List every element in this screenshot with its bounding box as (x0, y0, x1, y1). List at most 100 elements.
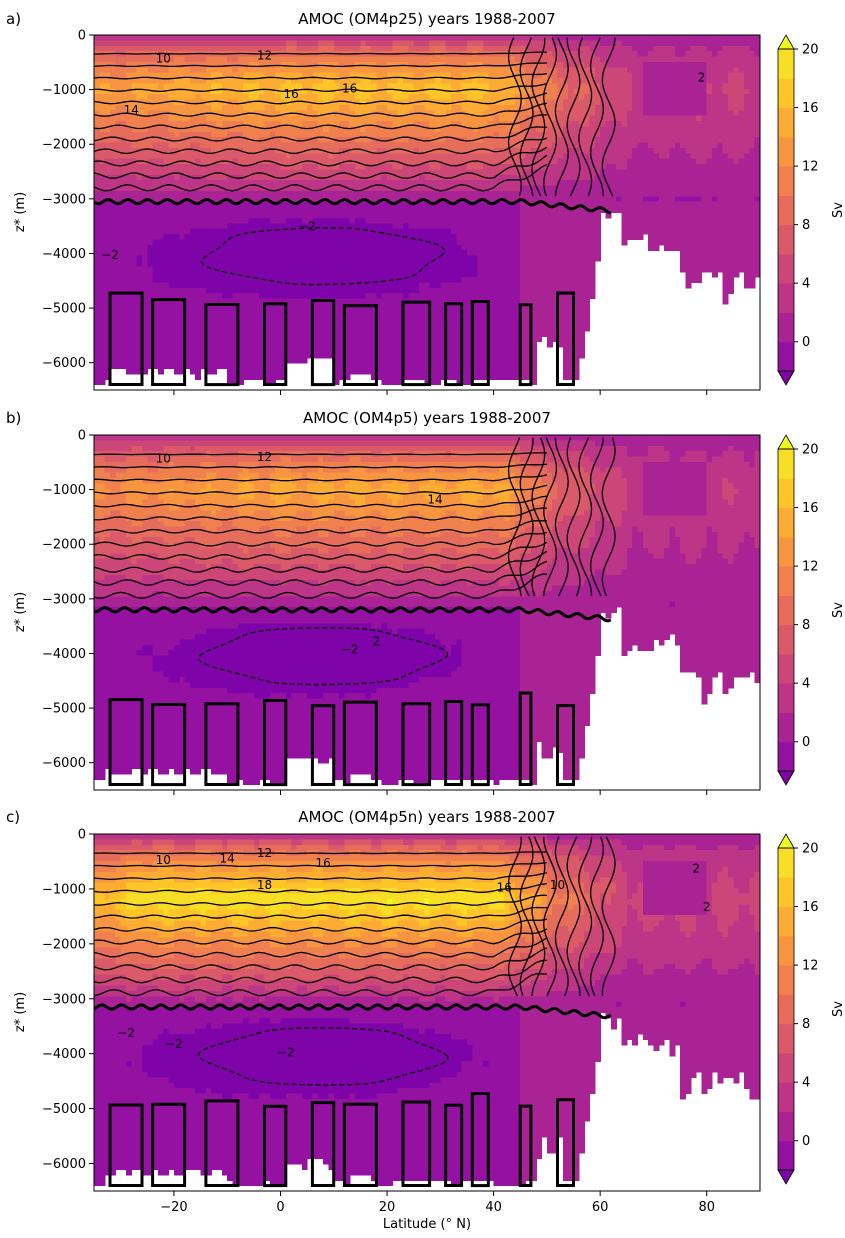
field-cell (221, 314, 228, 321)
field-cell (285, 56, 292, 63)
field-cell (280, 67, 287, 74)
field-cell (296, 336, 303, 343)
field-cell (173, 293, 180, 300)
field-cell (333, 287, 340, 294)
field-cell (456, 217, 463, 224)
field-cell (104, 88, 111, 95)
field-cell (360, 363, 367, 370)
field-cell (269, 368, 276, 375)
field-cell (147, 35, 154, 41)
field-cell (493, 336, 500, 343)
field-cell (136, 223, 143, 230)
field-cell (195, 244, 202, 251)
field-cell (147, 137, 154, 144)
field-cell (211, 325, 218, 332)
field-cell (147, 131, 154, 138)
field-cell (168, 239, 175, 246)
field-cell (344, 131, 351, 138)
field-cell (477, 244, 484, 251)
field-cell (349, 287, 356, 294)
field-cell (333, 309, 340, 316)
field-cell (450, 298, 457, 305)
field-cell (355, 83, 361, 90)
field-cell (163, 357, 170, 364)
field-cell (184, 244, 191, 251)
field-cell (200, 357, 207, 364)
field-cell (472, 325, 479, 332)
field-cell (248, 35, 255, 41)
field-cell (317, 153, 324, 160)
field-cell (280, 325, 287, 332)
field-cell (221, 223, 228, 230)
field-cell (99, 164, 106, 171)
field-cell (371, 88, 377, 95)
field-cell (296, 234, 303, 240)
field-cell (259, 142, 266, 149)
field-cell (419, 239, 425, 246)
field-cell (211, 287, 218, 294)
field-cell (221, 282, 228, 289)
field-cell (179, 180, 186, 187)
field-cell (429, 40, 436, 47)
field-cell (99, 271, 106, 278)
field-cell (413, 330, 420, 337)
field-cell (445, 244, 452, 251)
field-cell (125, 115, 132, 122)
field-cell (434, 368, 441, 375)
field-cell (173, 217, 180, 224)
field-cell (349, 368, 356, 375)
field-cell (408, 282, 415, 289)
field-cell (413, 174, 420, 181)
field-cell (141, 298, 148, 305)
field-cell (232, 234, 239, 240)
field-cell (477, 336, 484, 343)
field-cell (419, 61, 425, 68)
field-cell (291, 346, 298, 353)
field-cell (200, 190, 207, 197)
field-cell (461, 126, 468, 133)
field-cell (99, 137, 106, 144)
field-cell (301, 201, 308, 208)
field-cell (253, 282, 260, 289)
field-cell (371, 373, 377, 380)
field-cell (285, 277, 292, 284)
field-cell (179, 72, 186, 79)
field-cell (466, 244, 473, 251)
field-cell (253, 341, 260, 348)
field-cell (323, 185, 330, 192)
field-cell (482, 137, 489, 144)
field-cell (296, 207, 303, 214)
field-cell (403, 271, 409, 278)
field-cell (312, 83, 319, 90)
field-cell (221, 303, 228, 310)
field-cell (328, 217, 335, 224)
field-cell (472, 217, 479, 224)
field-cell (280, 115, 287, 122)
field-cell (472, 363, 479, 370)
field-cell (477, 212, 484, 219)
field-cell (429, 67, 436, 74)
field-cell (141, 309, 148, 316)
field-cell (184, 56, 191, 63)
field-cell (472, 266, 479, 273)
field-cell (237, 217, 244, 224)
field-cell (99, 320, 106, 327)
field-cell (163, 287, 170, 294)
field-cell (205, 212, 212, 219)
field-cell (275, 228, 282, 235)
field-cell (157, 121, 164, 128)
field-cell (237, 325, 244, 332)
field-cell (216, 287, 223, 294)
field-cell (147, 104, 154, 111)
field-cell (296, 357, 303, 364)
field-cell (371, 78, 377, 85)
field-cell (259, 104, 266, 111)
field-cell (115, 110, 122, 117)
field-cell (248, 341, 255, 348)
field-cell (275, 298, 282, 305)
field-cell (168, 94, 175, 101)
field-cell (408, 336, 415, 343)
field-cell (371, 137, 377, 144)
field-cell (141, 244, 148, 251)
field-cell (163, 153, 170, 160)
